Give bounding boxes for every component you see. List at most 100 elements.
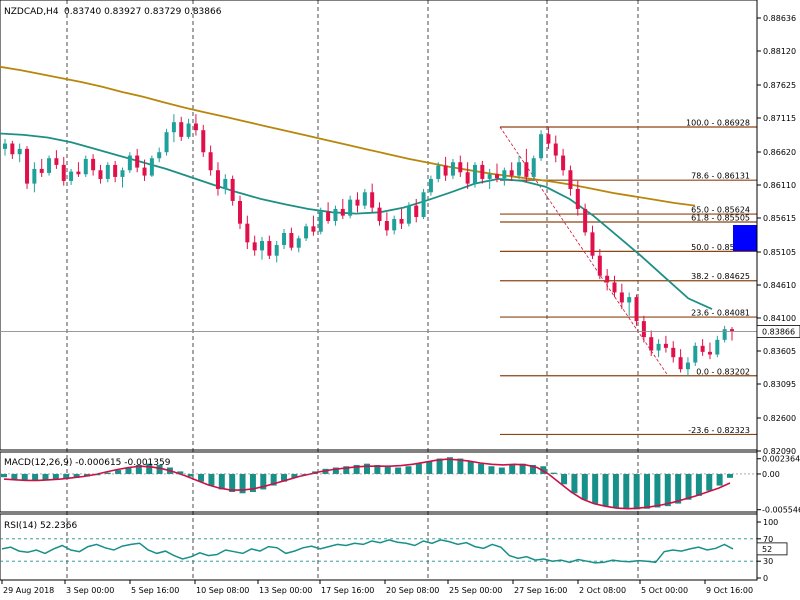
macd-histogram-bar <box>529 464 536 474</box>
macd-tick-label: -0.005546 <box>762 506 800 515</box>
fib-level-label: 65.0 - 0.85624 <box>691 206 750 215</box>
bullish-candle <box>47 158 52 173</box>
bullish-candle <box>164 132 169 153</box>
macd-histogram-bar <box>32 473 39 482</box>
macd-tick-label: 0.00 <box>762 470 780 479</box>
bullish-candle <box>157 152 162 159</box>
bearish-candle <box>509 170 514 176</box>
time-tick-label: 17 Sep 16:00 <box>321 586 374 595</box>
macd-label: MACD(12,26,9) -0.000615 -0.001359 <box>4 458 171 468</box>
bearish-candle <box>230 178 235 201</box>
rsi-tick-label: 100 <box>763 518 778 527</box>
bearish-candle <box>612 282 617 293</box>
macd-histogram-bar <box>602 473 609 507</box>
bearish-candle <box>649 337 654 351</box>
time-tick-label: 20 Sep 08:00 <box>386 586 439 595</box>
macd-histogram-bar <box>11 473 18 480</box>
bearish-candle <box>465 172 470 184</box>
bullish-candle <box>715 339 720 355</box>
bearish-candle <box>135 155 140 168</box>
bearish-candle <box>252 242 257 251</box>
fib-level-label: 61.8 - 0.85505 <box>691 213 750 222</box>
bullish-candle <box>436 165 441 179</box>
bearish-candle <box>568 170 573 189</box>
time-tick-label: 25 Sep 00:00 <box>449 586 502 595</box>
bullish-candle <box>282 233 287 246</box>
macd-histogram-bar <box>146 463 153 474</box>
macd-histogram-bar <box>1 473 7 478</box>
macd-histogram-bar <box>177 471 184 474</box>
macd-histogram-bar <box>343 466 350 474</box>
bullish-candle <box>127 155 132 171</box>
macd-histogram-bar <box>695 473 702 496</box>
macd-histogram-bar <box>519 463 526 474</box>
bullish-candle <box>333 208 338 221</box>
macd-histogram-bar <box>208 473 215 486</box>
macd-histogram-bar <box>644 473 651 509</box>
bearish-candle <box>605 275 610 283</box>
macd-histogram-bar <box>716 473 723 486</box>
fib-level-label: 78.6 - 0.86131 <box>691 172 750 181</box>
macd-histogram-bar <box>63 473 70 480</box>
macd-histogram-bar <box>42 473 49 481</box>
bearish-candle <box>215 170 220 189</box>
macd-histogram-bar <box>301 473 308 475</box>
macd-histogram-bar <box>125 467 132 474</box>
macd-histogram-bar <box>509 464 516 474</box>
bearish-candle <box>355 199 360 206</box>
price-tick-label: 0.83605 <box>763 347 796 356</box>
rsi-panel[interactable]: RSI(14) 52.2366 <box>0 513 758 581</box>
macd-histogram-bar <box>426 461 433 474</box>
macd-histogram-bar <box>135 464 142 474</box>
macd-histogram-bar <box>612 473 619 508</box>
bearish-candle <box>10 143 15 155</box>
bearish-candle <box>619 292 624 303</box>
bearish-candle <box>289 233 294 248</box>
bearish-candle <box>326 211 331 221</box>
bearish-candle <box>495 174 500 179</box>
bearish-candle <box>546 134 551 144</box>
price-axis[interactable]: 0.88636 0.88120 0.87625 0.87115 0.86620 0.861… <box>756 14 800 583</box>
macd-histogram-bar <box>395 467 402 474</box>
price-tick-label: 0.88636 <box>763 14 796 23</box>
time-tick-label: 13 Sep 00:00 <box>259 586 312 595</box>
macd-histogram-bar <box>550 472 557 474</box>
bullish-candle <box>693 345 698 363</box>
macd-histogram-bar <box>187 473 194 477</box>
bearish-candle <box>583 208 588 233</box>
rsi-tick-label: 70 <box>763 535 773 544</box>
macd-histogram-bar <box>249 473 256 492</box>
bearish-candle <box>663 343 668 348</box>
bearish-candle <box>553 143 558 156</box>
macd-histogram-bar <box>229 473 236 492</box>
moving-averages <box>0 65 713 310</box>
time-axis[interactable]: 29 Aug 2018 3 Sep 00:00 5 Sep 16:00 10 Sep … <box>1 580 753 595</box>
macd-histogram-bar <box>446 457 453 474</box>
macd-panel[interactable]: MACD(12,26,9) -0.000615 -0.001359 <box>0 451 758 513</box>
bearish-candle <box>634 297 639 322</box>
main-price-panel[interactable]: 100.0 - 0.86928 78.6 - 0.86131 65.0 - 0.85… <box>0 0 758 451</box>
macd-histogram-bar <box>706 473 713 491</box>
fib-level-label: 23.6 - 0.84081 <box>691 309 750 318</box>
bearish-candle <box>179 122 184 137</box>
bearish-candle <box>201 130 206 153</box>
bearish-candle <box>597 255 602 276</box>
macd-histogram-bar <box>218 473 225 490</box>
bearish-candle <box>414 205 419 217</box>
macd-histogram-bar <box>488 466 495 474</box>
bullish-candle <box>3 143 7 149</box>
macd-histogram-bar <box>675 473 682 504</box>
bullish-candle <box>627 297 632 303</box>
macd-histogram-bar <box>633 473 640 510</box>
macd-histogram-bar <box>415 463 422 474</box>
bearish-candle <box>245 223 250 243</box>
macd-histogram-bar <box>332 467 339 474</box>
fib-level-label: 0.0 - 0.83202 <box>696 367 750 376</box>
bullish-candle <box>296 238 301 248</box>
bearish-candle <box>91 158 96 171</box>
bearish-candle <box>76 171 81 175</box>
bearish-candle <box>61 164 66 181</box>
price-tick-label: 0.82600 <box>763 414 796 423</box>
price-tick-label: 0.87115 <box>763 114 796 123</box>
